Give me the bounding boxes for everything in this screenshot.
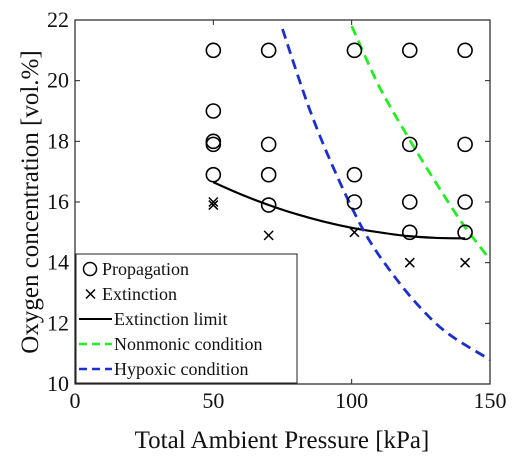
propagation-marker [205, 166, 222, 183]
propagation-series [205, 42, 473, 241]
propagation-marker [205, 103, 222, 119]
propagation-marker [346, 166, 363, 183]
legend-item-extinction: Extinction [85, 284, 177, 304]
x-tick-label: 100 [335, 388, 368, 413]
legend-item-hypoxic-condition: Hypoxic condition [79, 359, 248, 379]
propagation-marker [260, 197, 277, 213]
x-tick-label: 50 [202, 388, 224, 413]
y-tick-label: 22 [47, 7, 69, 32]
propagation-marker [401, 136, 418, 153]
hypoxic-condition-line [281, 28, 490, 361]
propagation-marker [260, 42, 277, 59]
y-tick-label: 20 [47, 68, 69, 93]
extinction-limit-line [212, 181, 466, 240]
y-tick-label: 12 [47, 310, 69, 335]
legend-label: Extinction [102, 284, 177, 304]
y-tick-label: 16 [47, 189, 69, 214]
propagation-marker [401, 194, 418, 210]
y-tick-label: 10 [47, 371, 69, 396]
legend: Propagation Extinction Extinction limit Non… [75, 253, 298, 384]
legend-item-extinction-limit: Extinction limit [79, 309, 228, 329]
extinction-marker [208, 200, 219, 211]
y-tick-label: 14 [47, 250, 69, 275]
legend-item-nonmonic-condition: Nonmonic condition [79, 334, 262, 354]
legend-circle-icon [82, 261, 98, 277]
propagation-marker [401, 224, 418, 241]
propagation-marker [205, 136, 222, 153]
propagation-marker [457, 136, 473, 153]
propagation-marker [346, 194, 363, 210]
x-tick-label: 0 [70, 388, 81, 413]
x-axis-title: Total Ambient Pressure [kPa] [135, 427, 430, 454]
extinction-marker [208, 196, 219, 208]
y-axis-title: Oxygen concentration [vol.%] [17, 50, 44, 353]
extinction-marker [404, 257, 415, 268]
extinction-marker [349, 227, 360, 238]
propagation-marker [401, 42, 418, 59]
extinction-marker [263, 230, 274, 241]
propagation-marker [260, 136, 277, 153]
legend-label: Extinction limit [114, 309, 228, 329]
legend-box [75, 253, 298, 384]
legend-label: Hypoxic condition [114, 359, 248, 379]
propagation-marker [457, 224, 473, 241]
legend-label: Nonmonic condition [114, 334, 262, 354]
propagation-marker [205, 42, 222, 59]
legend-x-icon [85, 288, 96, 300]
extinction-marker [460, 257, 471, 268]
propagation-marker [457, 42, 473, 59]
legend-item-propagation: Propagation [82, 259, 189, 279]
extinction-series [208, 196, 471, 268]
propagation-marker [457, 194, 473, 210]
y-tick-label: 18 [47, 128, 69, 153]
x-tick-label: 150 [474, 388, 507, 413]
propagation-marker [346, 42, 363, 59]
propagation-marker [260, 166, 277, 183]
legend-label: Propagation [102, 259, 189, 279]
